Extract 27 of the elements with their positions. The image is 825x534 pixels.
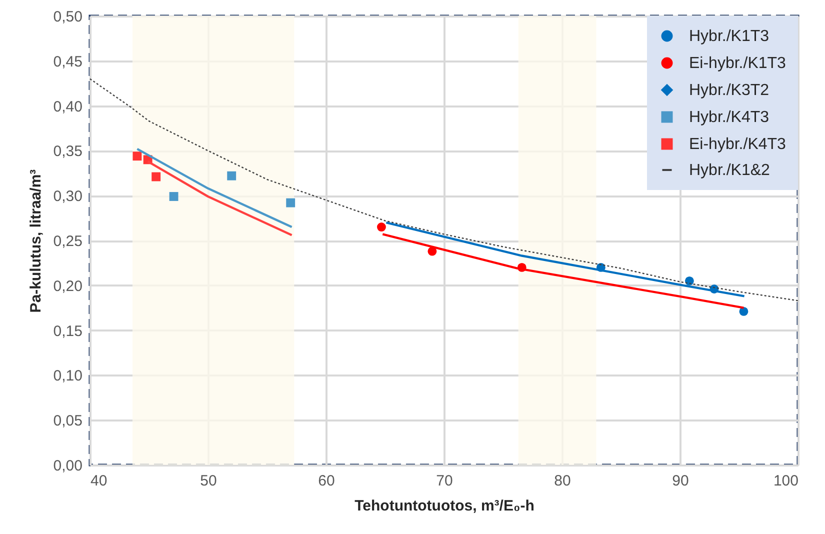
y-tick-label: 0,00 <box>53 458 82 474</box>
x-tick-label: 80 <box>554 472 571 490</box>
legend-label: Ei-hybr./K4T3 <box>689 136 786 153</box>
y-tick-label: 0,50 <box>53 8 82 26</box>
legend-label: Hybr./K4T3 <box>689 109 770 126</box>
x-tick-label: 60 <box>318 472 335 490</box>
x-tick-label: 70 <box>436 472 453 490</box>
y-axis-title: Pa-kulutus, litraa/m³ <box>27 169 44 313</box>
y-tick-label: 0,25 <box>53 233 82 250</box>
y-tick-label: 0,45 <box>53 53 82 70</box>
x-tick-label: 50 <box>200 472 217 490</box>
x-tick-label: 40 <box>90 472 108 490</box>
x-axis-title: Tehotuntotuotos, m³/E₀-h <box>354 498 534 514</box>
legend-label: Ei-hybr./K1T3 <box>689 55 786 72</box>
y-tick-label: 0,15 <box>53 322 82 340</box>
y-tick-label: 0,05 <box>53 412 82 430</box>
y-tick-label: 0,30 <box>53 188 82 206</box>
line-series <box>89 78 799 302</box>
x-tick-label: 100 <box>773 472 798 490</box>
legend-label: Hybr./K3T2 <box>689 82 770 99</box>
legend-label: Hybr./K1&2 <box>689 162 770 179</box>
x-tick-label: 90 <box>672 472 689 490</box>
legend-label: Hybr./K1T3 <box>689 28 770 45</box>
y-tick-label: 0,40 <box>53 98 82 116</box>
y-tick-label: 0,35 <box>53 143 82 160</box>
y-tick-label: 0,10 <box>53 368 82 385</box>
y-tick-label: 0,20 <box>53 278 82 295</box>
